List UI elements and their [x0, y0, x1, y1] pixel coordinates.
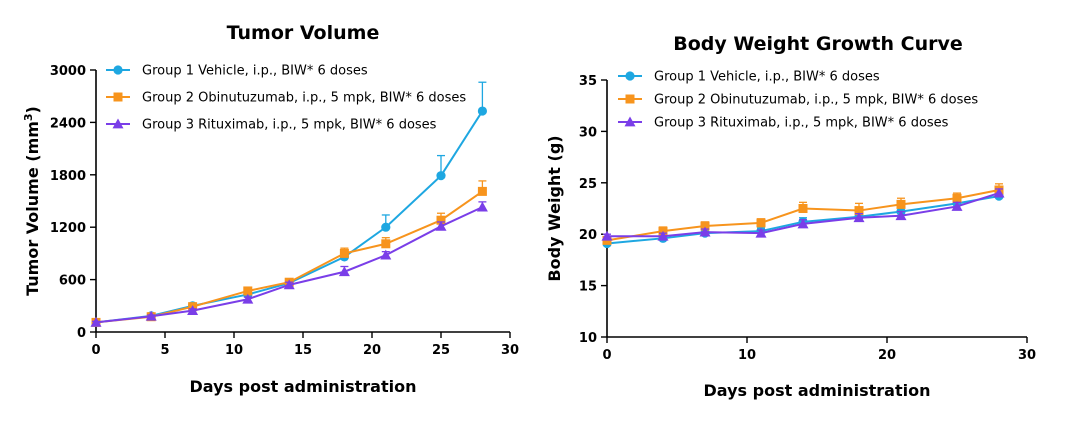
legend-entry: Group 1 Vehicle, i.p., BIW* 6 doses — [618, 70, 880, 85]
legend-entry: Group 3 Rituximab, i.p., 5 mpk, BIW* 6 d… — [618, 116, 949, 131]
legend-entry: Group 2 Obinutuzumab, i.p., 5 mpk, BIW* … — [106, 91, 466, 106]
legend-marker — [113, 65, 123, 75]
series-line — [95, 206, 483, 324]
data-point — [952, 193, 962, 203]
y-tick-label: 20 — [579, 228, 597, 243]
legend-label: Group 3 Rituximab, i.p., 5 mpk, BIW* 6 d… — [142, 118, 437, 133]
legend-marker — [625, 94, 635, 104]
y-tick-label: 10 — [579, 331, 597, 346]
x-axis-label: Days post administration — [704, 381, 931, 400]
legend-marker — [113, 92, 123, 102]
data-point — [896, 199, 906, 209]
x-axis-label: Days post administration — [190, 377, 417, 396]
data-point — [993, 187, 1005, 198]
data-point — [381, 222, 391, 232]
series-square — [91, 180, 487, 327]
data-point — [381, 239, 391, 249]
y-tick-label: 1200 — [50, 221, 86, 236]
y-axis-label: Body Weight (g) — [545, 135, 564, 281]
x-tick-label: 20 — [363, 343, 381, 358]
chart-title: Tumor Volume — [227, 22, 380, 44]
data-point — [477, 186, 487, 196]
data-point — [755, 227, 767, 238]
data-point — [756, 218, 766, 228]
y-axis-label-sup: 3 — [22, 113, 35, 121]
data-point — [798, 204, 808, 213]
y-tick-label: 2400 — [50, 116, 86, 131]
series-line — [95, 190, 483, 324]
y-tick-label: 600 — [59, 274, 86, 289]
data-point — [283, 279, 295, 290]
data-point — [187, 305, 199, 316]
x-tick-label: 25 — [432, 343, 450, 358]
chart-title: Body Weight Growth Curve — [673, 33, 963, 55]
series-line — [95, 110, 484, 324]
legend-entry: Group 3 Rituximab, i.p., 5 mpk, BIW* 6 d… — [106, 118, 437, 133]
x-tick-label: 20 — [878, 348, 896, 363]
data-point — [380, 249, 392, 260]
data-point — [90, 316, 102, 327]
x-tick-label: 0 — [91, 343, 100, 358]
data-point — [601, 230, 613, 241]
data-point — [242, 293, 254, 304]
data-point — [951, 200, 963, 211]
legend-label: Group 3 Rituximab, i.p., 5 mpk, BIW* 6 d… — [654, 116, 949, 131]
legend-marker — [112, 118, 124, 129]
x-tick-label: 10 — [225, 343, 243, 358]
y-axis-label: Tumor Volume (mm3) — [22, 106, 43, 296]
x-tick-label: 10 — [738, 348, 756, 363]
y-tick-label: 25 — [579, 177, 597, 192]
x-tick-label: 5 — [160, 343, 169, 358]
legend-entry: Group 2 Obinutuzumab, i.p., 5 mpk, BIW* … — [618, 93, 978, 108]
data-point — [700, 221, 710, 231]
x-tick-label: 0 — [602, 348, 611, 363]
data-point — [435, 220, 447, 231]
data-point — [699, 226, 711, 237]
data-point — [477, 106, 487, 116]
data-point — [243, 286, 253, 296]
x-tick-label: 15 — [294, 343, 312, 358]
legend-marker — [624, 116, 636, 127]
data-point — [476, 201, 488, 212]
data-point — [339, 248, 349, 258]
y-tick-label: 35 — [579, 74, 597, 89]
y-tick-label: 3000 — [50, 64, 86, 79]
chart-weight: Body Weight Growth Curve 10 15 20 25 30 35 0 10 2… — [545, 33, 1036, 400]
x-tick-label: 30 — [1018, 348, 1036, 363]
data-point — [854, 206, 864, 216]
data-point — [853, 212, 865, 223]
data-point — [436, 215, 446, 225]
legend-label: Group 1 Vehicle, i.p., BIW* 6 doses — [654, 70, 880, 85]
data-point — [145, 310, 157, 321]
data-point — [797, 218, 809, 229]
y-tick-label: 1800 — [50, 169, 86, 184]
y-axis-label-close: ) — [23, 106, 42, 113]
y-tick-label: 30 — [579, 125, 597, 140]
series-triangle — [601, 187, 1005, 241]
chart-tumor: Tumor Volume 0 600 1200 1800 2400 3000 0 5 10 15 20… — [22, 22, 520, 396]
data-point — [436, 171, 446, 181]
series-triangle — [90, 201, 488, 327]
y-tick-label: 15 — [579, 280, 597, 295]
y-axis-label-main: Tumor Volume (mm — [23, 121, 42, 296]
x-tick-label: 30 — [501, 343, 519, 358]
legend-label: Group 2 Obinutuzumab, i.p., 5 mpk, BIW* … — [654, 93, 978, 108]
legend-entry: Group 1 Vehicle, i.p., BIW* 6 doses — [106, 64, 368, 79]
legend-marker — [625, 71, 635, 81]
data-point — [895, 210, 907, 221]
data-point — [338, 266, 350, 277]
legend-label: Group 1 Vehicle, i.p., BIW* 6 doses — [142, 64, 368, 79]
y-tick-label: 0 — [77, 326, 86, 341]
data-point — [657, 230, 669, 241]
legend-label: Group 2 Obinutuzumab, i.p., 5 mpk, BIW* … — [142, 91, 466, 106]
